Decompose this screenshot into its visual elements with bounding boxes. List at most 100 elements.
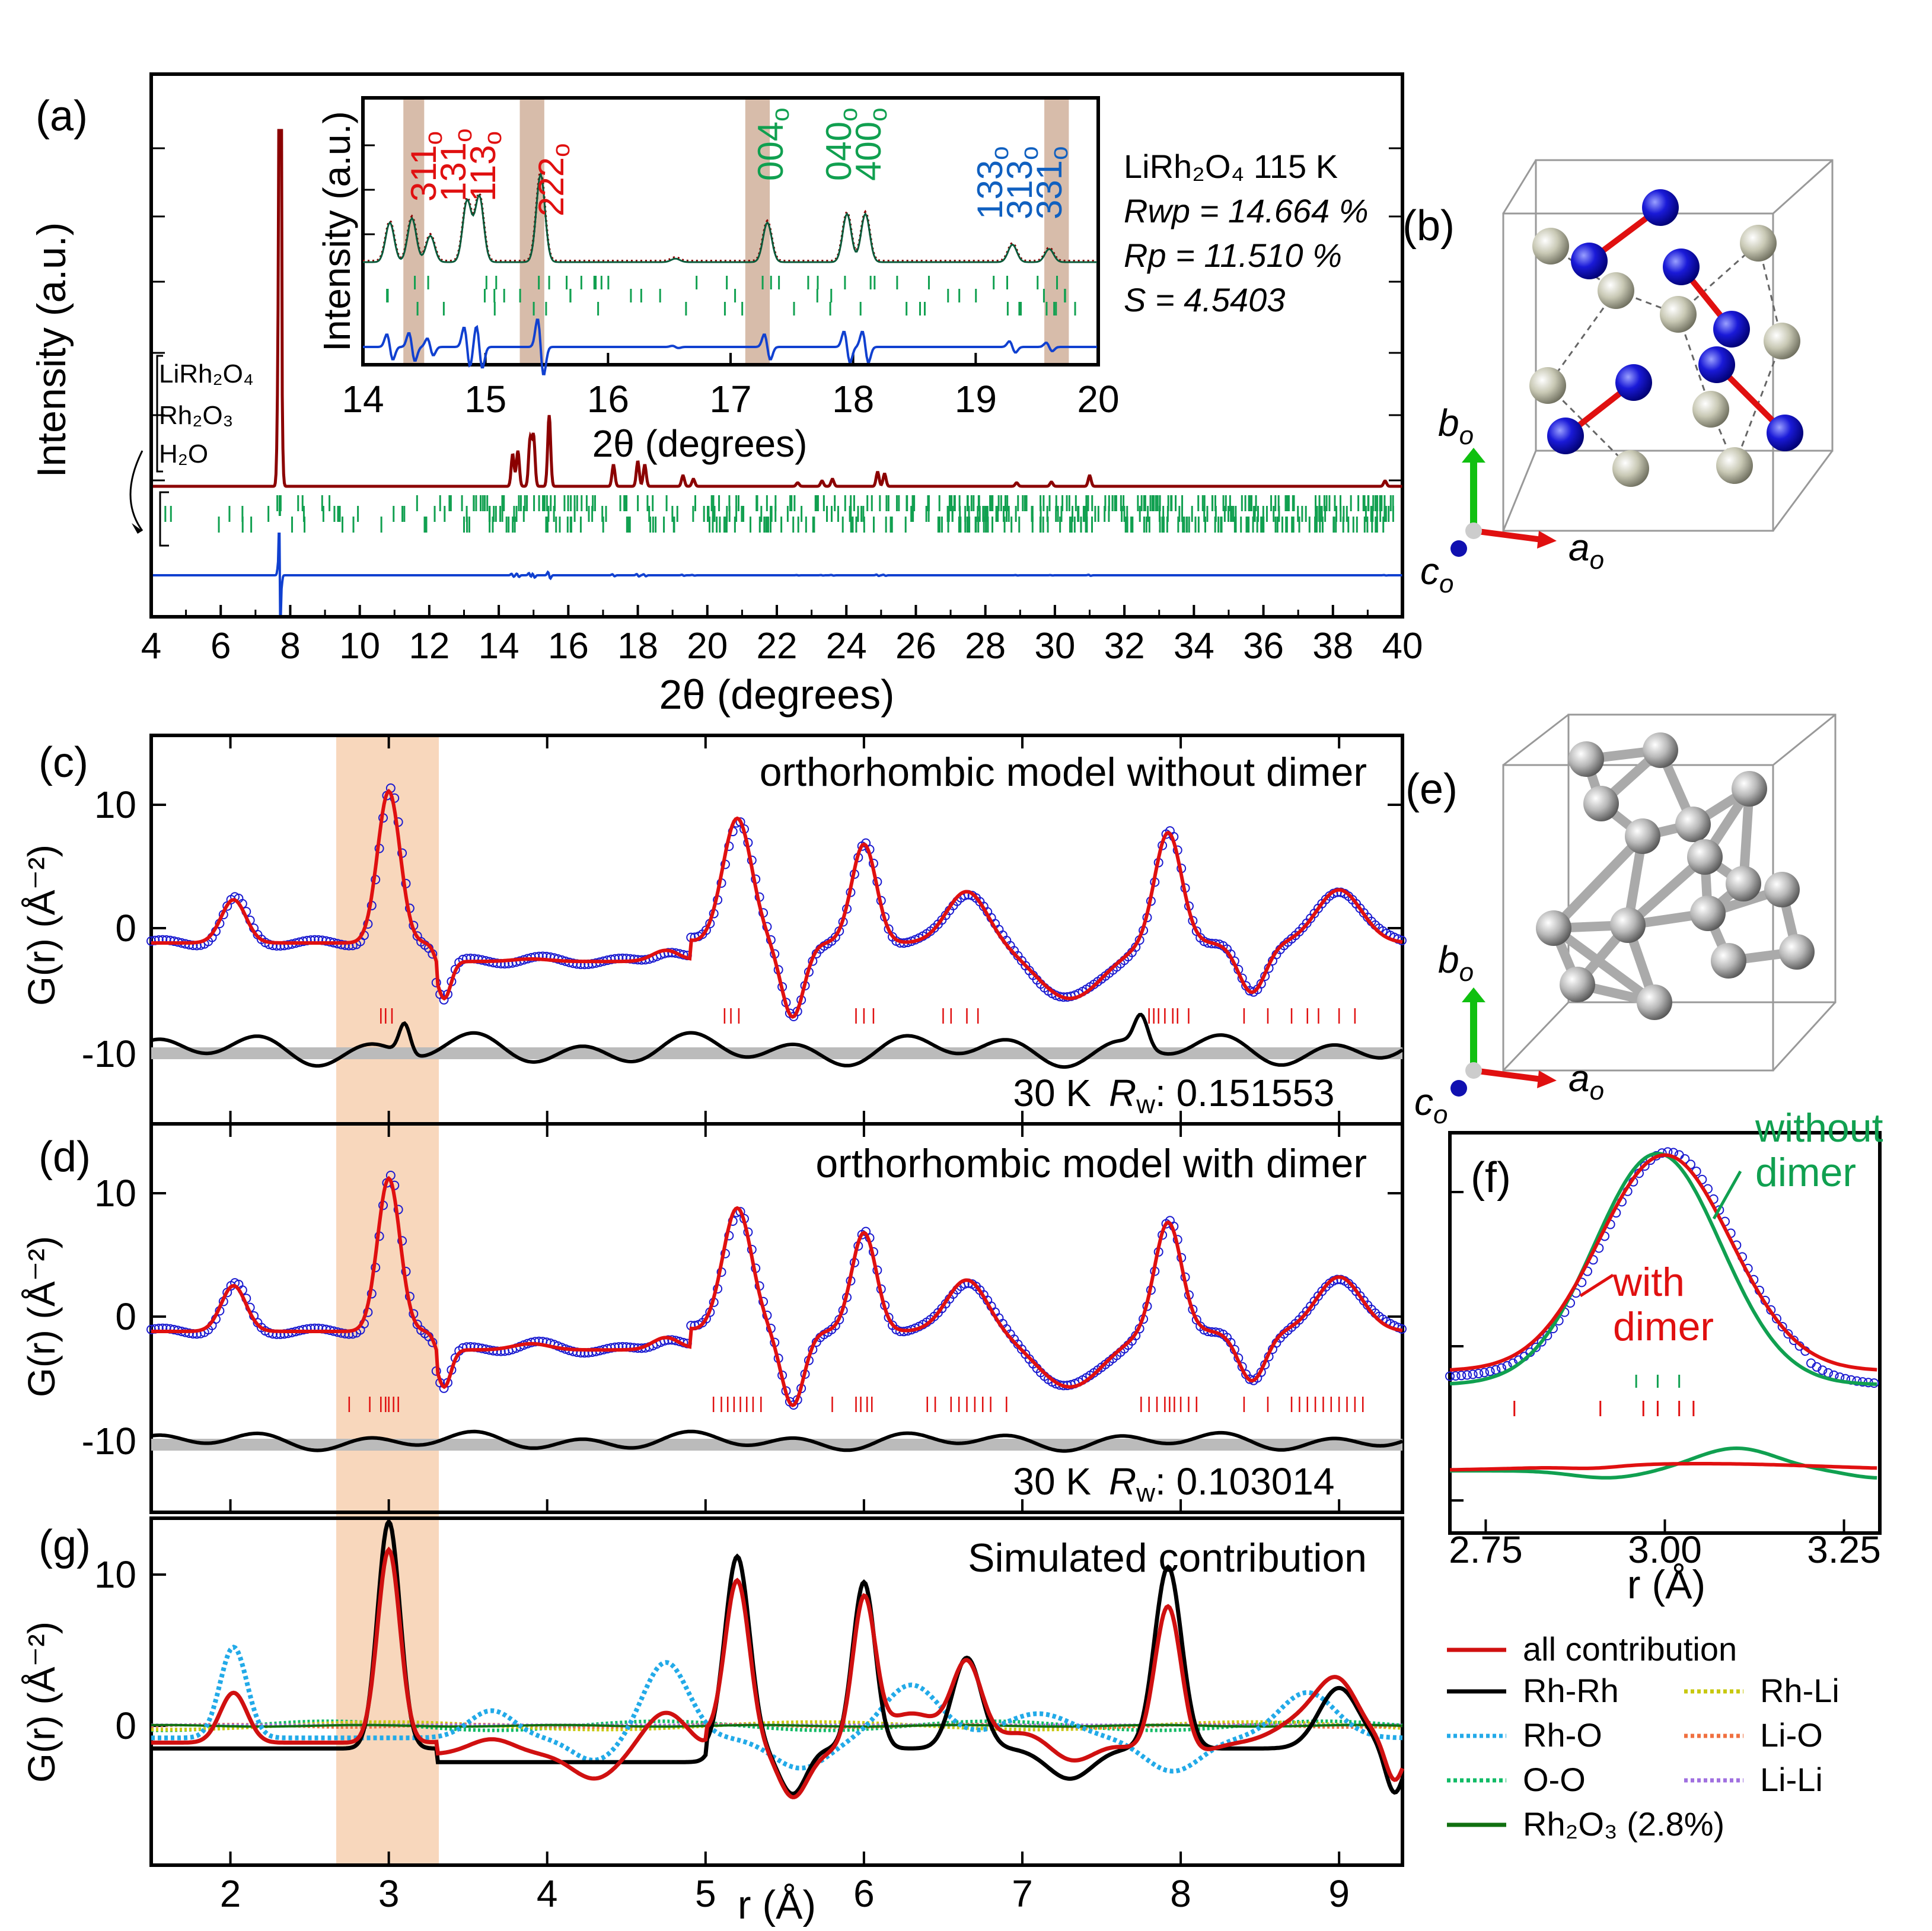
f-curve-with-dimer (1449, 1153, 1877, 1372)
calculated-curve (151, 1175, 1403, 1407)
rh-atom (1713, 311, 1750, 348)
observed-point (735, 817, 745, 827)
inset-xtick-label: 20 (1077, 378, 1119, 420)
unit-cell-box-b (1502, 159, 1834, 532)
observed-point (492, 958, 502, 968)
legend-label: Li-O (1760, 1716, 1823, 1754)
inset-band (403, 100, 425, 363)
panel-g-ylabel: G(r) (Å⁻²) (20, 1621, 63, 1783)
f-observed-point (1789, 1336, 1799, 1346)
stats-s: S = 4.5403 (1124, 281, 1285, 318)
inset-observed-points (363, 168, 1097, 262)
observed-point (340, 1328, 350, 1339)
observed-point (735, 1207, 745, 1217)
a-xtick-label: 24 (826, 626, 867, 667)
f-observed-point (1468, 1369, 1478, 1379)
rh-atom-gray (1637, 984, 1672, 1020)
c-axis-dot (1450, 540, 1467, 557)
panel-label-c: (c) (39, 739, 88, 786)
panel-c-curves (146, 783, 1407, 1069)
f-observed-point (1445, 1371, 1455, 1381)
f-observed-point (1456, 1371, 1466, 1381)
svg-text:bo: bo (1438, 402, 1474, 450)
rh-atom-gray (1610, 907, 1646, 943)
rh-sublattice-structure (1536, 732, 1815, 1020)
hkl-label: 311o (404, 131, 447, 202)
dashed-bond (1547, 384, 1632, 470)
f-observed-point (1485, 1366, 1495, 1376)
hkl-label: 331o (1029, 146, 1073, 219)
svg-text:ao: ao (1568, 1057, 1604, 1105)
panel-g-frame (149, 1516, 1404, 1867)
hkl-label: 133o (970, 146, 1013, 219)
hkl-label: 313o (1000, 146, 1043, 219)
observed-point (184, 1328, 195, 1338)
refinement-stats: LiRh₂O₄ 115 K Rwp = 14.664 % Rp = 11.510… (1124, 148, 1368, 318)
svg-text:co: co (1414, 1081, 1448, 1129)
f-observed-point (1777, 1321, 1787, 1331)
inset-ylabel: Intensity (a.u.) (315, 111, 358, 352)
inset-xtick-label: 18 (832, 378, 874, 420)
panel-f-label-without: without (1755, 1105, 1883, 1151)
xtick-label: 8 (1170, 1872, 1191, 1915)
panel-c-ylabel: G(r) (Å⁻²) (20, 845, 63, 1006)
hkl-label: 040o (819, 108, 862, 181)
a-xtick-label: 36 (1243, 626, 1284, 667)
observed-point (625, 1342, 635, 1352)
phase-legend: LiRh₂O₄ Rh₂O₃ H₂O (129, 355, 254, 547)
panel-f-curves (1445, 1147, 1879, 1480)
a-xtick-label: 14 (479, 626, 519, 667)
panel-a-observed-pattern (152, 129, 1402, 488)
panel-a-inset: 14 15 16 17 18 19 20 Intensity (a.u.) 2θ (degr… (315, 96, 1120, 465)
f-observed-point (1536, 1337, 1547, 1347)
f-observed-point (1531, 1342, 1541, 1352)
diff-baseline (151, 1439, 1402, 1451)
xtick-label: 4 (537, 1872, 558, 1915)
inset-band (519, 100, 544, 363)
rh-atom-gray (1583, 786, 1619, 821)
observed-point (530, 952, 540, 962)
ytick-label: -10 (82, 1420, 137, 1462)
panel-g-chart: (g) Simulated contribution G(r) (Å⁻²) 10… (20, 1516, 1405, 1927)
panel-a-bragg-ticks (164, 495, 1394, 533)
panel-f-label-with: with (1612, 1260, 1685, 1305)
panel-c-temperature: 30 K (1013, 1072, 1091, 1114)
panel-f-axes: 2.75 3.00 3.25 (1449, 1191, 1881, 1571)
li-atom (1740, 225, 1777, 262)
hkl-label: 113o (463, 131, 506, 202)
panel-label-d: (d) (39, 1133, 91, 1181)
panel-c-chart: (c) orthorhombic model without dimer G(r… (20, 734, 1407, 1126)
a-xtick-label: 22 (757, 626, 798, 667)
li-atom (1532, 228, 1569, 265)
rh-atom-gray (1690, 896, 1726, 931)
inset-difference-curve (363, 318, 1097, 375)
li-atom (1612, 450, 1649, 487)
legend-label: O-O (1523, 1761, 1586, 1798)
inset-calculated-curve (363, 171, 1097, 263)
legend-label: Rh-Li (1760, 1672, 1839, 1709)
inset-xtick-label: 15 (464, 378, 506, 420)
a-xtick-label: 8 (280, 626, 300, 667)
observed-point (184, 939, 195, 949)
panel-g-curves (151, 1518, 1405, 1799)
f-observed-point (1491, 1365, 1501, 1375)
ytick-label: 10 (94, 783, 136, 826)
rh-atom-gray (1560, 967, 1595, 1002)
li-atom (1764, 323, 1800, 359)
dashed-bond (1547, 290, 1617, 386)
rh-atom-gray (1764, 872, 1800, 907)
f-xtick-label: 3.25 (1807, 1528, 1881, 1571)
calculated-curve (151, 788, 1403, 1019)
f-xtick-label: 2.75 (1449, 1528, 1523, 1571)
rh-atom-gray (1779, 934, 1815, 970)
a-xtick-label: 40 (1382, 626, 1423, 667)
f-observed-point (1783, 1329, 1793, 1339)
rh-atom-gray (1726, 866, 1761, 901)
panel-a-ylabel: Intensity (a.u.) (29, 222, 74, 478)
phase-bracket-bottom (159, 491, 169, 547)
ytick-label: 0 (115, 907, 136, 949)
panel-c-title: orthorhombic model without dimer (760, 750, 1367, 795)
panel-d-chart: (d) orthorhombic model with dimer G(r) (… (20, 1122, 1407, 1514)
stats-sample: LiRh₂O₄ 115 K (1124, 148, 1338, 185)
